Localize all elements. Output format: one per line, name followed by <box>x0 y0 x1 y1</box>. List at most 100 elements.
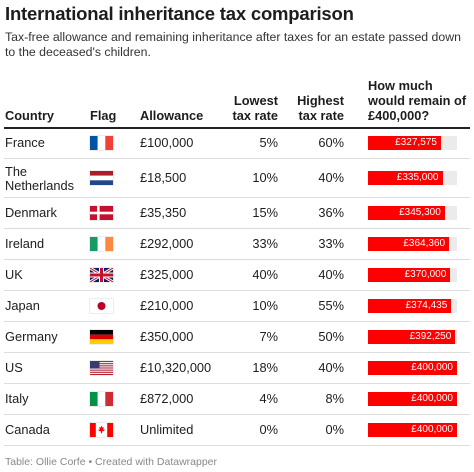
header-lowest-line2: tax rate <box>232 108 278 123</box>
netherlands-flag-icon <box>90 170 113 185</box>
country-name: Germany <box>5 328 58 344</box>
highest-tax-rate-value: 50% <box>318 328 344 344</box>
header-highest-line1: Highest <box>297 93 344 108</box>
allowance-value: £35,350 <box>140 204 187 220</box>
remaining-bar: £374,435 <box>368 298 452 313</box>
table-row: The Netherlands £18,500 10% 40% £335,000 <box>4 159 470 198</box>
country-name: Italy <box>5 390 29 406</box>
remaining-bar-track: £370,000 <box>368 267 457 282</box>
lowest-tax-rate-value: 40% <box>252 266 278 282</box>
remaining-value-label: £327,575 <box>395 136 437 148</box>
table-row: Italy £872,000 4% 8% £400,000 <box>4 384 470 415</box>
allowance-value: £292,000 <box>140 235 194 251</box>
chart-footer: Table: Ollie Corfe • Created with Datawr… <box>5 456 218 468</box>
allowance-value: £325,000 <box>140 266 194 282</box>
germany-flag-icon <box>90 329 113 344</box>
remaining-bar: £345,300 <box>368 205 445 220</box>
canada-flag-icon <box>90 422 113 437</box>
table-row: Japan £210,000 10% 55% £374,435 <box>4 291 470 322</box>
remaining-bar-track: £400,000 <box>368 391 457 406</box>
allowance-value: £210,000 <box>140 297 194 313</box>
lowest-tax-rate-value: 10% <box>252 169 278 185</box>
table-row: UK £325,000 40% 40% £370,000 <box>4 260 470 291</box>
highest-tax-rate-value: 36% <box>318 204 344 220</box>
remaining-bar-track: £335,000 <box>368 170 457 185</box>
table-row: Ireland £292,000 33% 33% £364,360 <box>4 229 470 260</box>
country-name: The Netherlands <box>5 163 75 193</box>
us-flag-icon <box>90 360 113 375</box>
country-name: Ireland <box>5 235 45 251</box>
header-allowance: Allowance <box>140 108 204 123</box>
remaining-bar: £327,575 <box>368 135 441 150</box>
lowest-tax-rate-value: 0% <box>259 421 279 437</box>
lowest-tax-rate-value: 33% <box>252 235 278 251</box>
remaining-bar: £400,000 <box>368 422 457 437</box>
highest-tax-rate-value: 8% <box>325 390 345 406</box>
lowest-tax-rate-value: 10% <box>252 297 278 313</box>
header-remaining: How much would remain of £400,000? <box>368 78 472 123</box>
highest-tax-rate-value: 60% <box>318 134 344 150</box>
highest-tax-rate-value: 0% <box>325 421 345 437</box>
italy-flag-icon <box>90 391 113 406</box>
ireland-flag-icon <box>90 236 113 251</box>
lowest-tax-rate-value: 4% <box>259 390 279 406</box>
allowance-value: £18,500 <box>140 169 187 185</box>
remaining-value-label: £400,000 <box>411 361 453 373</box>
country-name: UK <box>5 266 23 282</box>
highest-tax-rate-value: 40% <box>318 359 344 375</box>
france-flag-icon <box>90 135 113 150</box>
country-name: US <box>5 359 23 375</box>
remaining-value-label: £345,300 <box>399 206 441 218</box>
table-row: Canada Unlimited 0% 0% £400,000 <box>4 415 470 446</box>
remaining-bar-track: £392,250 <box>368 329 457 344</box>
lowest-tax-rate-value: 7% <box>259 328 279 344</box>
denmark-flag-icon <box>90 205 113 220</box>
japan-flag-icon <box>90 298 113 313</box>
table-row: France £100,000 5% 60% £327,575 <box>4 128 470 159</box>
header-country: Country <box>5 108 55 123</box>
header-remain-line2: would remain of <box>368 93 467 108</box>
lowest-tax-rate-value: 5% <box>259 134 279 150</box>
uk-flag-icon <box>89 266 114 283</box>
remaining-bar-track: £400,000 <box>368 422 457 437</box>
remaining-bar-track: £364,360 <box>368 236 457 251</box>
header-remain-line1: How much <box>368 78 433 93</box>
header-highest-line2: tax rate <box>298 108 344 123</box>
remaining-bar-track: £400,000 <box>368 360 457 375</box>
highest-tax-rate-value: 40% <box>318 266 344 282</box>
table-row: US £10,320,000 18% 40% £400,000 <box>4 353 470 384</box>
chart-title: International inheritance tax comparison <box>5 3 354 24</box>
allowance-value: £350,000 <box>140 328 194 344</box>
highest-tax-rate-value: 40% <box>318 169 344 185</box>
country-name: France <box>5 134 45 150</box>
remaining-bar: £335,000 <box>368 170 443 185</box>
allowance-value: £10,320,000 <box>140 359 212 375</box>
remaining-bar-track: £345,300 <box>368 205 457 220</box>
remaining-bar: £364,360 <box>368 236 450 251</box>
remaining-value-label: £400,000 <box>411 423 453 435</box>
remaining-bar: £400,000 <box>368 360 457 375</box>
remaining-value-label: £392,250 <box>409 330 452 342</box>
remaining-value-label: £370,000 <box>404 268 447 280</box>
header-remain-line3: £400,000? <box>368 108 430 123</box>
header-highest-tax-rate: Highest tax rate <box>274 93 344 123</box>
allowance-value: Unlimited <box>140 421 194 437</box>
highest-tax-rate-value: 33% <box>318 235 344 251</box>
header-divider <box>4 127 470 129</box>
chart-subtitle: Tax-free allowance and remaining inherit… <box>5 30 461 59</box>
remaining-bar: £392,250 <box>368 329 456 344</box>
remaining-value-label: £335,000 <box>396 171 439 183</box>
allowance-value: £100,000 <box>140 134 194 150</box>
remaining-value-label: £364,360 <box>403 237 446 249</box>
country-name: Denmark <box>5 204 57 220</box>
lowest-tax-rate-value: 15% <box>252 204 278 220</box>
country-name: Japan <box>5 297 40 313</box>
header-lowest-line1: Lowest <box>233 93 278 108</box>
lowest-tax-rate-value: 18% <box>252 359 278 375</box>
table-row: Germany £350,000 7% 50% £392,250 <box>4 322 470 353</box>
remaining-value-label: £374,435 <box>405 299 448 311</box>
header-flag: Flag <box>90 108 117 123</box>
country-name: Canada <box>5 421 50 437</box>
remaining-bar: £370,000 <box>368 267 451 282</box>
